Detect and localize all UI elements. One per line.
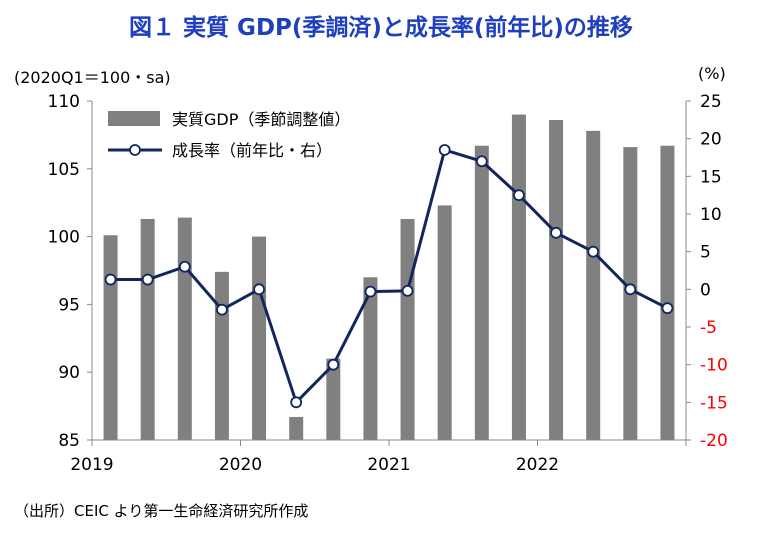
right-tick-label: -10 — [700, 356, 728, 376]
growth-rate-point — [216, 303, 228, 316]
gdp-bar — [474, 145, 489, 441]
left-tick-label: 85 — [58, 431, 80, 451]
growth-rate-point — [290, 396, 303, 409]
gdp-bar — [214, 271, 229, 440]
right-axis-unit: (%) — [698, 64, 726, 83]
gdp-bar — [660, 145, 675, 441]
legend-line-label: 成長率（前年比・右） — [172, 141, 332, 160]
right-tick-label: 0 — [700, 280, 711, 300]
growth-rate-point — [327, 358, 340, 371]
growth-rate-point — [364, 285, 377, 298]
growth-rate-line — [110, 148, 669, 404]
left-tick-label: 100 — [48, 228, 80, 248]
left-tick-label: 105 — [48, 160, 80, 180]
right-tick-label: 10 — [700, 205, 722, 225]
left-tick-label: 110 — [48, 92, 80, 112]
gdp-bar — [549, 119, 564, 440]
growth-rate-point — [253, 283, 265, 296]
growth-rate-point — [475, 155, 488, 168]
gdp-bar — [437, 205, 452, 440]
year-label: 2020 — [219, 455, 262, 475]
right-tick-label: 5 — [700, 243, 711, 263]
growth-rate-point — [587, 245, 600, 258]
gdp-bar — [289, 416, 304, 440]
legend-bar-swatch — [108, 111, 160, 126]
growth-rate-point — [401, 284, 414, 297]
legend-line-marker — [129, 144, 141, 156]
left-axis-unit: (2020Q1＝100・sa) — [14, 68, 171, 87]
gdp-bar — [586, 130, 601, 440]
source-note: （出所）CEIC より第一生命経済研究所作成 — [14, 502, 309, 520]
growth-rate-point — [178, 260, 191, 273]
growth-rate-point — [513, 189, 525, 202]
gdp-bar — [326, 358, 341, 440]
left-tick-label: 95 — [58, 295, 80, 315]
right-tick-label: -15 — [700, 393, 728, 413]
chart-title: 図１ 実質 GDP(季調済)と成長率(前年比)の推移 — [129, 15, 633, 41]
year-label: 2022 — [516, 455, 559, 475]
right-tick-label: 20 — [700, 130, 722, 150]
year-label: 2021 — [367, 455, 410, 475]
gdp-bar — [140, 218, 155, 440]
right-tick-label: -20 — [700, 431, 728, 451]
growth-rate-point — [438, 144, 451, 156]
right-tick-label: -5 — [700, 318, 717, 338]
legend-bar-label: 実質GDP（季節調整値） — [172, 110, 350, 129]
gdp-bar — [252, 236, 267, 440]
growth-rate-point — [550, 226, 562, 239]
gdp-bar — [363, 277, 378, 440]
gdp-bar — [103, 235, 118, 440]
growth-rate-point — [661, 302, 674, 315]
growth-rate-point — [104, 273, 117, 286]
right-tick-label: 15 — [700, 167, 722, 187]
growth-rate-point — [624, 283, 637, 296]
left-tick-label: 90 — [58, 363, 80, 383]
gdp-bar — [177, 217, 192, 440]
gdp-bar — [400, 218, 415, 440]
right-tick-label: 25 — [700, 92, 722, 112]
gdp-bar — [511, 114, 526, 440]
year-label: 2019 — [70, 455, 113, 475]
growth-rate-point — [141, 273, 154, 286]
